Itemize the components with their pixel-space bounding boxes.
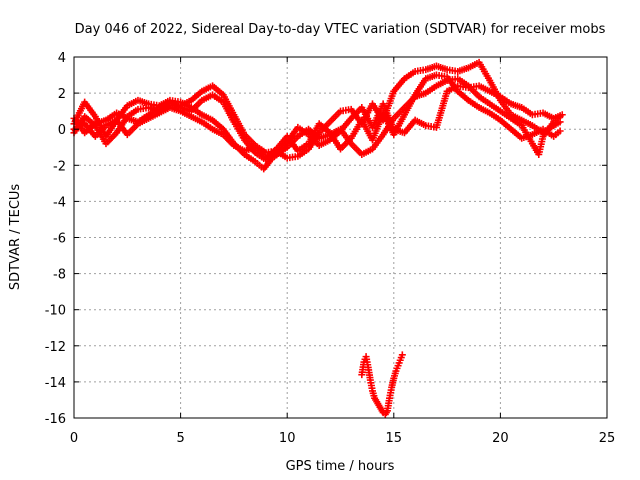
data-point: [556, 127, 564, 135]
series-track-d: [70, 71, 564, 162]
y-tick-label: -10: [45, 304, 66, 319]
data-point: [558, 111, 566, 119]
x-axis-title: GPS time / hours: [286, 459, 395, 474]
x-tick-label: 5: [176, 431, 184, 446]
y-tick-labels: -16 -14 -12 -10 -8 -6 -4 -2 0 2 4: [45, 51, 66, 427]
chart-title: Day 046 of 2022, Sidereal Day-to-day VTE…: [75, 22, 606, 37]
x-tick-label: 25: [599, 431, 616, 446]
x-tick-label: 20: [492, 431, 509, 446]
y-tick-label: 4: [58, 51, 66, 66]
y-tick-label: 0: [58, 123, 66, 138]
x-tick-labels: 0 5 10 15 20 25: [70, 431, 615, 446]
y-axis-title: SDTVAR / TECUs: [8, 184, 23, 291]
data-point: [556, 118, 564, 126]
x-tick-label: 0: [70, 431, 78, 446]
data-points: [70, 58, 566, 418]
y-tick-label: -8: [53, 268, 66, 283]
series-dip: [358, 351, 406, 418]
y-tick-label: 2: [58, 87, 66, 102]
y-tick-label: -2: [53, 159, 66, 174]
y-tick-label: -16: [45, 412, 66, 427]
y-tick-label: -6: [53, 232, 66, 247]
data-point: [398, 351, 406, 359]
x-tick-label: 10: [279, 431, 296, 446]
axis-ticks: [73, 56, 608, 419]
y-tick-label: -4: [53, 195, 66, 210]
y-tick-label: -14: [45, 376, 66, 391]
y-tick-label: -12: [45, 340, 66, 355]
x-tick-label: 15: [386, 431, 403, 446]
